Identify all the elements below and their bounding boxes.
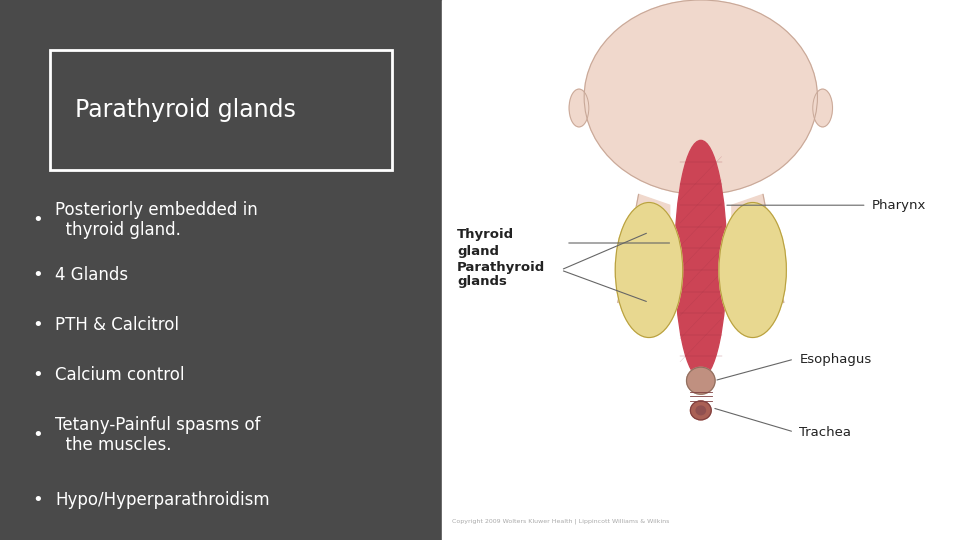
- Text: gland: gland: [457, 245, 499, 258]
- Text: Esophagus: Esophagus: [800, 353, 872, 366]
- Ellipse shape: [686, 367, 715, 394]
- Text: Trachea: Trachea: [800, 426, 852, 438]
- Ellipse shape: [813, 89, 832, 127]
- Ellipse shape: [690, 401, 711, 420]
- Ellipse shape: [569, 89, 588, 127]
- Text: •: •: [33, 426, 43, 444]
- Text: Posteriorly embedded in
  thyroid gland.: Posteriorly embedded in thyroid gland.: [55, 200, 257, 239]
- Ellipse shape: [675, 140, 727, 378]
- Text: glands: glands: [457, 275, 507, 288]
- Text: 4 Glands: 4 Glands: [55, 266, 128, 284]
- Text: Parathyroid glands: Parathyroid glands: [75, 98, 296, 122]
- Text: Thyroid: Thyroid: [457, 228, 515, 241]
- Text: Tetany-Painful spasms of
  the muscles.: Tetany-Painful spasms of the muscles.: [55, 416, 260, 454]
- Ellipse shape: [719, 202, 786, 338]
- Ellipse shape: [696, 406, 706, 415]
- Text: •: •: [33, 491, 43, 509]
- Text: Pharynx: Pharynx: [872, 199, 926, 212]
- Text: •: •: [33, 211, 43, 229]
- Text: •: •: [33, 316, 43, 334]
- Bar: [50, 50, 392, 170]
- Ellipse shape: [584, 0, 817, 194]
- Polygon shape: [732, 194, 783, 313]
- Text: PTH & Calcitrol: PTH & Calcitrol: [55, 316, 179, 334]
- Bar: [442, 0, 960, 540]
- Polygon shape: [618, 194, 670, 313]
- Text: •: •: [33, 266, 43, 284]
- Text: Parathyroid: Parathyroid: [457, 261, 545, 274]
- Text: Copyright 2009 Wolters Kluwer Health | Lippincott Williams & Wilkins: Copyright 2009 Wolters Kluwer Health | L…: [452, 518, 669, 524]
- Text: •: •: [33, 366, 43, 384]
- Text: Calcium control: Calcium control: [55, 366, 184, 384]
- Text: Hypo/Hyperparathroidism: Hypo/Hyperparathroidism: [55, 491, 270, 509]
- Ellipse shape: [615, 202, 683, 338]
